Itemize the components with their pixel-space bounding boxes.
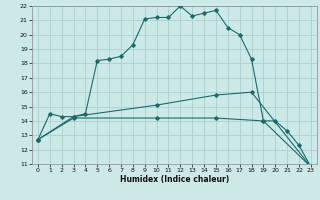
X-axis label: Humidex (Indice chaleur): Humidex (Indice chaleur) bbox=[120, 175, 229, 184]
